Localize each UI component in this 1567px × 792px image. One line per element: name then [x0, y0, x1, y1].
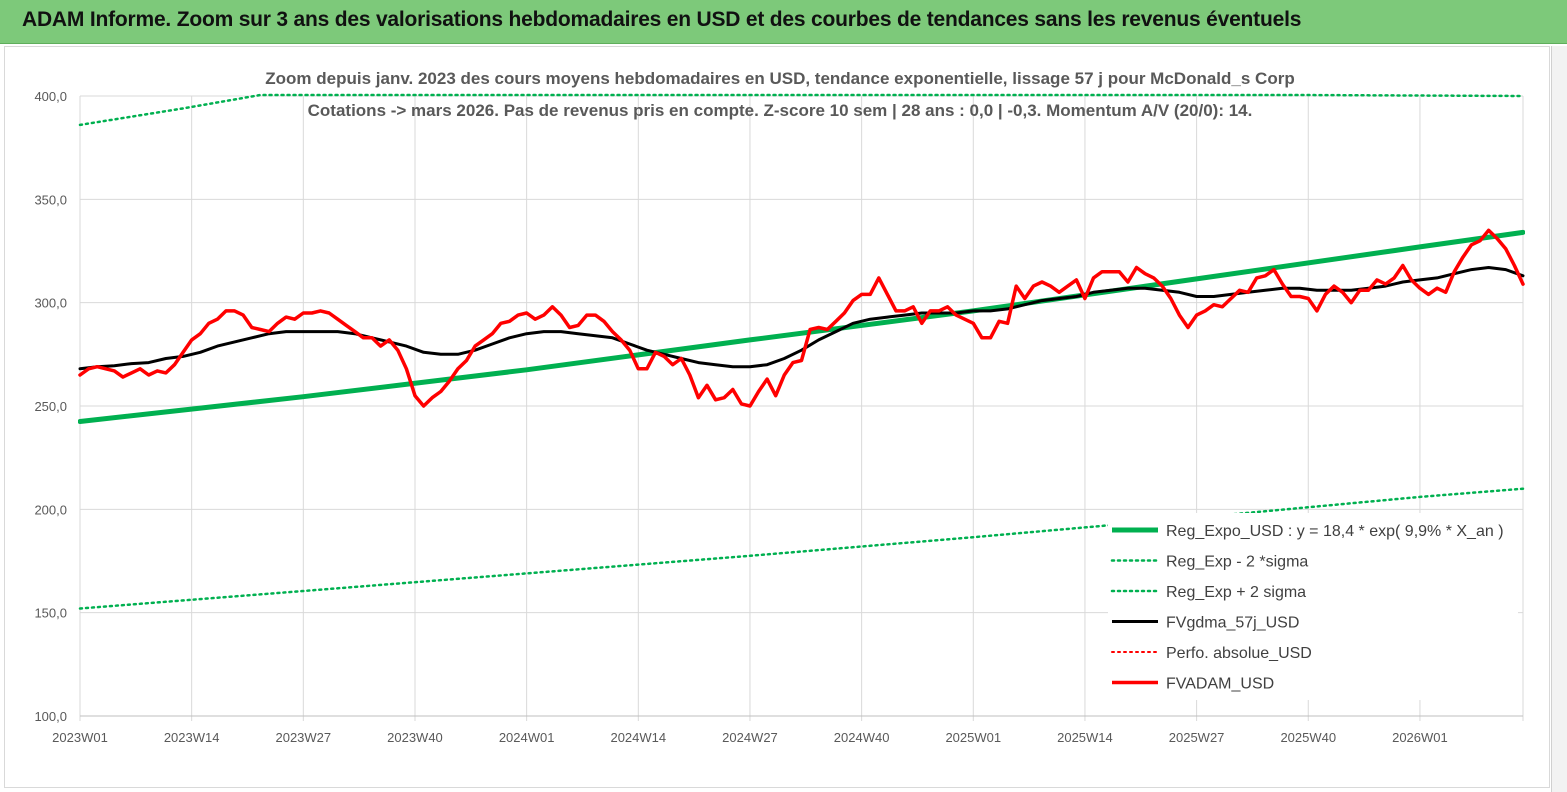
x-tick-label: 2025W14: [1057, 730, 1113, 745]
y-tick-label: 150,0: [34, 606, 67, 621]
y-tick-label: 400,0: [34, 89, 67, 104]
x-tick-label: 2023W01: [52, 730, 108, 745]
report-banner: ADAM Informe. Zoom sur 3 ans des valoris…: [0, 0, 1567, 44]
x-tick-label: 2025W01: [945, 730, 1001, 745]
window-edge-strip: [1551, 46, 1567, 792]
x-tick-label: 2024W14: [610, 730, 666, 745]
series-line: [78, 266, 1525, 371]
y-tick-label: 300,0: [34, 296, 67, 311]
y-axis-ticks: 100,0 150,0 200,0 250,0 300,0 350,0 400,0: [34, 89, 67, 724]
report-title: ADAM Informe. Zoom sur 3 ans des valoris…: [22, 8, 1302, 31]
series-line: [78, 487, 1525, 610]
chart-subtitle: Cotations -> mars 2026. Pas de revenus p…: [308, 101, 1253, 120]
x-tick-label: 2023W14: [164, 730, 220, 745]
y-tick-label: 350,0: [34, 192, 67, 207]
series-line: [78, 93, 1525, 127]
x-tick-label: 2025W40: [1280, 730, 1336, 745]
x-axis-ticks: 2023W01 2023W14 2023W27 2023W40 2024W01 2024W…: [52, 730, 1448, 745]
legend-background: [1108, 513, 1518, 700]
legend-entry: FVADAM_USD: [1166, 676, 1274, 693]
y-tick-label: 200,0: [34, 502, 67, 517]
x-tick-label: 2024W27: [722, 730, 778, 745]
legend: Reg_Expo_USD : y = 18,4 * exp( 9,9% * X_…: [1108, 513, 1518, 700]
series-lines: [78, 93, 1525, 610]
legend-entry: Perfo. absolue_USD: [1166, 645, 1312, 662]
legend-entry: Reg_Exp + 2 sigma: [1166, 584, 1306, 601]
legend-entry: FVgdma_57j_USD: [1166, 615, 1299, 632]
y-tick-label: 250,0: [34, 399, 67, 414]
x-tick-label: 2023W40: [387, 730, 443, 745]
x-tick-label: 2026W01: [1392, 730, 1448, 745]
y-tick-label: 100,0: [34, 709, 67, 724]
legend-entry: Reg_Expo_USD : y = 18,4 * exp( 9,9% * X_…: [1166, 523, 1504, 540]
legend-entry: Reg_Exp - 2 *sigma: [1166, 554, 1308, 571]
series-line: [78, 228, 1525, 408]
chart-title: Zoom depuis janv. 2023 des cours moyens …: [265, 69, 1294, 88]
x-tick-label: 2024W01: [499, 730, 555, 745]
x-tick-label: 2024W40: [834, 730, 890, 745]
x-tick-label: 2025W27: [1169, 730, 1225, 745]
series-line: [78, 229, 1525, 424]
x-tick-label: 2023W27: [275, 730, 331, 745]
